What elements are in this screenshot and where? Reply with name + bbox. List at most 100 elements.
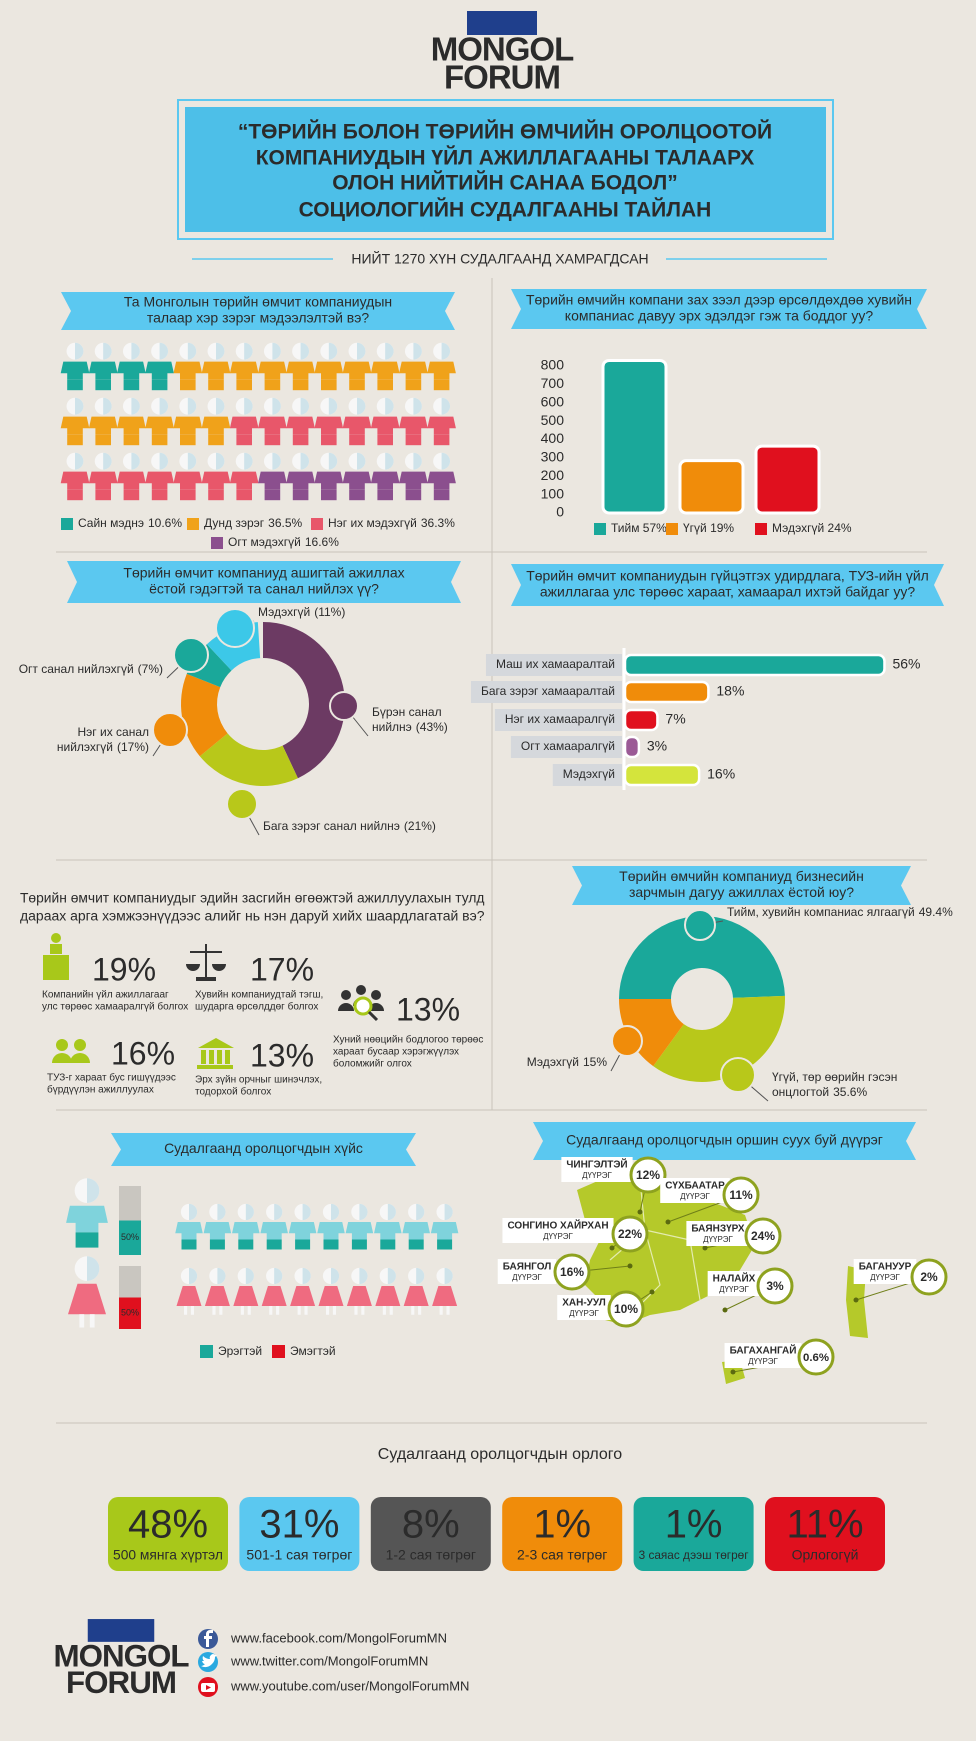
question: Төрийн өмчит компаниудыг эдийн засгийн ө… [20, 890, 484, 906]
pants [351, 1239, 367, 1250]
legend-value: 16.6% [305, 535, 339, 549]
measure-value: 17% [250, 951, 314, 987]
pants [180, 434, 196, 446]
district-value: 2% [920, 1270, 938, 1284]
district-badge [722, 1176, 760, 1214]
head-shade [357, 452, 366, 470]
pants [67, 379, 83, 391]
person-mark [342, 342, 372, 391]
head-shade [159, 342, 169, 360]
measure-text: боломжийг олгох [333, 1058, 412, 1070]
leg [247, 1306, 251, 1315]
income-label: Орлогогүй [792, 1547, 859, 1563]
income-box [108, 1497, 228, 1571]
leg [361, 1306, 365, 1315]
head-shade [216, 342, 225, 360]
y-tick-label: 400 [541, 430, 565, 446]
district-badge [797, 1338, 835, 1376]
legend-swatch [666, 523, 678, 535]
leg [219, 1306, 223, 1315]
shirt [117, 416, 146, 435]
youtube-play [206, 1685, 211, 1690]
figure [232, 1203, 260, 1250]
head-shade [385, 452, 394, 470]
section-title: Төрийн өмчит компаниудын гүйцэтгэх удирд… [526, 568, 929, 584]
ribbon [511, 289, 927, 329]
district-badge [756, 1267, 794, 1305]
person-mark [229, 452, 259, 501]
measure-text: бүрдүүлэн ажиллуулах [47, 1084, 154, 1096]
pants [180, 489, 196, 501]
person-mark [427, 342, 456, 391]
pants [292, 379, 309, 391]
person-mark [286, 342, 315, 391]
value-label: 3% [647, 738, 667, 754]
icon [51, 933, 61, 943]
person-mark [427, 397, 456, 446]
slice-label-line: Мэдэхгүй [258, 605, 310, 619]
person-mark [60, 397, 90, 446]
measure-text: ТУЗ-г хараат бус гишүүдээс [47, 1072, 176, 1084]
district-badge [553, 1253, 591, 1291]
person-mark [342, 397, 372, 446]
person-mark [370, 452, 400, 501]
head-shade [387, 1203, 396, 1221]
person-mark [173, 342, 203, 391]
logo-mark [87, 1619, 155, 1642]
shirt [258, 416, 287, 435]
head-shade [302, 1203, 311, 1221]
title-box [185, 107, 826, 232]
person-mark [342, 452, 372, 501]
logo-text: MONGOL [431, 31, 574, 68]
shirt [145, 361, 174, 380]
shirt [173, 416, 203, 435]
pants [151, 489, 168, 501]
slice-label: Тийм, хувийн компаниас ялгаагүй 49.4% [727, 905, 953, 919]
income-value: 11% [786, 1503, 863, 1547]
leg [212, 1306, 216, 1315]
head-shade [444, 1203, 453, 1221]
shirt [229, 416, 259, 435]
shirt [175, 1222, 203, 1240]
district-badge [629, 1156, 667, 1194]
pants [377, 434, 393, 446]
legend-swatch [211, 537, 223, 549]
big-figure [68, 1256, 106, 1328]
figure [290, 1267, 316, 1315]
slice-value: (43%) [416, 720, 448, 734]
district-value: 10% [614, 1302, 638, 1316]
shirt [430, 1222, 459, 1240]
income-box [633, 1497, 754, 1571]
head-shade [441, 452, 451, 470]
slice-label: Үгүй, төр өөрийн гэсэн [772, 1070, 897, 1084]
head-shade [357, 342, 366, 360]
category-label: Бага зэрэг хамааралтай [481, 684, 615, 698]
figure [261, 1267, 287, 1315]
bar [678, 459, 745, 515]
head-shade [441, 342, 451, 360]
section-title: ажиллагаа улс төрөөс хараат, хамаарал их… [540, 584, 916, 600]
shirt [374, 1222, 402, 1240]
district-value: 3% [766, 1279, 784, 1293]
person-mark [201, 452, 231, 501]
callout-dot [611, 1025, 643, 1057]
category-box [510, 736, 622, 758]
shirt [117, 471, 146, 490]
income-value: 1% [665, 1503, 723, 1547]
shirt [173, 471, 203, 490]
pants [208, 434, 224, 446]
income-label: 3 саяас дээш төгрөг [639, 1548, 749, 1562]
leg [439, 1306, 443, 1315]
shirt [88, 416, 118, 435]
shirt [399, 471, 428, 490]
category-box [552, 764, 622, 786]
head-shade [416, 1203, 425, 1221]
leg [382, 1306, 386, 1315]
section-title: Төрийн өмчийн компаниуд бизнесийн [619, 868, 864, 884]
map-point [637, 1209, 643, 1215]
income-value: 8% [402, 1503, 460, 1547]
head-shade [245, 1203, 254, 1221]
income-label: 2-3 сая төгрөг [517, 1547, 607, 1563]
value-label: 7% [665, 711, 685, 727]
